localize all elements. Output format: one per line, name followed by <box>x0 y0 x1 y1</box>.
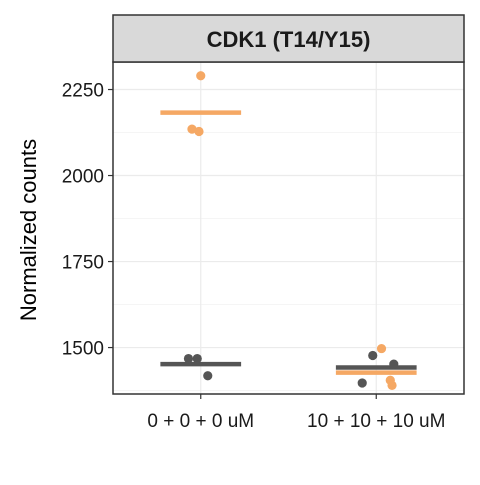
y-tick-label: 1500 <box>62 339 104 360</box>
x-axis: 0 + 0 + 0 uM 10 + 10 + 10 uM <box>147 394 445 432</box>
facet-strip <box>112 14 465 63</box>
y-tick-label: 2250 <box>62 81 104 102</box>
data-point-series-1 <box>183 353 194 364</box>
y-tick-label: 1750 <box>62 253 104 274</box>
facet-strip-title: CDK1 (T14/Y15) <box>207 27 371 52</box>
data-point-series-0 <box>187 124 197 134</box>
data-point-series-1 <box>357 378 367 388</box>
data-point-series-0 <box>196 71 206 81</box>
data-point-series-1 <box>192 353 202 364</box>
data-point-series-0 <box>387 380 397 390</box>
y-tick-label: 2000 <box>62 167 104 188</box>
y-axis-label: Normalized counts <box>16 139 41 321</box>
point-layer <box>183 71 399 390</box>
x-tick-label: 0 + 0 + 0 uM <box>147 411 254 432</box>
data-point-series-1 <box>389 359 399 369</box>
data-point-series-0 <box>194 126 204 137</box>
mean-layer <box>160 110 417 375</box>
data-point-series-1 <box>203 371 213 381</box>
grid-layer <box>113 62 464 394</box>
x-tick-label: 10 + 10 + 10 uM <box>307 411 445 432</box>
data-point-series-1 <box>368 350 378 361</box>
y-axis: 1500 1750 2000 2250 <box>62 81 113 360</box>
data-point-series-0 <box>376 343 387 354</box>
